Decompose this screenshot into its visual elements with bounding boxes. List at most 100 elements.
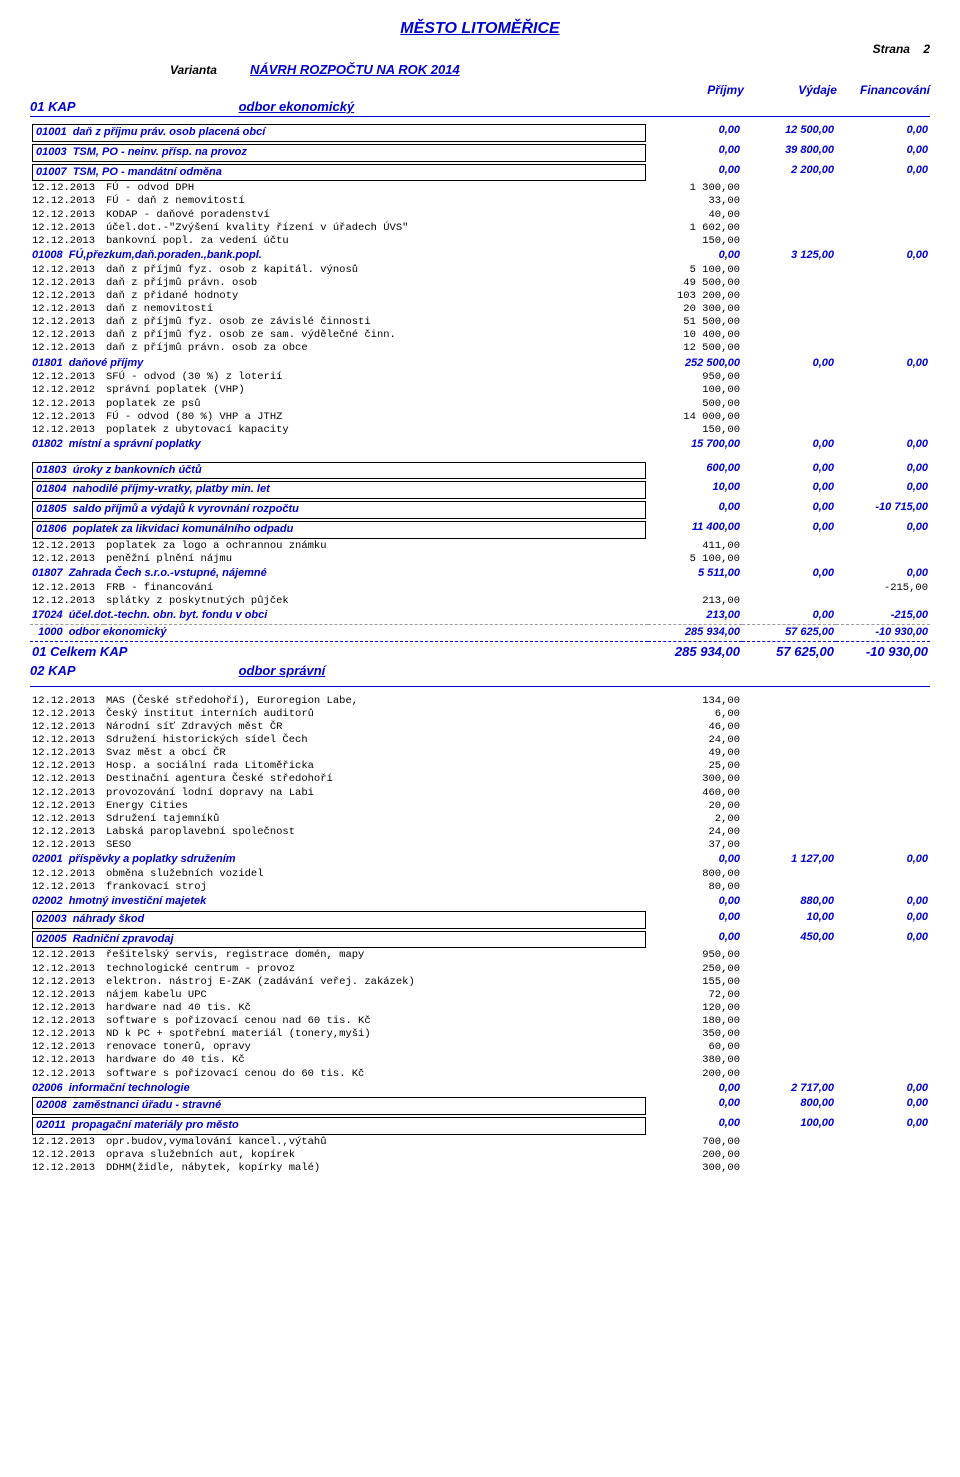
section-label: 01806 poplatek za likvidaci komunálního … <box>32 521 646 539</box>
section-v0: 0,00 <box>648 1116 742 1136</box>
row-v2 <box>836 881 930 894</box>
col-financovani: Financování <box>840 83 930 97</box>
section-v0: 213,00 <box>648 608 742 624</box>
row-v0: 155,00 <box>648 976 742 989</box>
data-row: 12.12.2013daň z příjmů fyz. osob ze sam.… <box>30 329 930 342</box>
row-v2 <box>836 303 930 316</box>
section-v1: 3 125,00 <box>742 248 836 264</box>
row-v1 <box>742 787 836 800</box>
section-v0: 252 500,00 <box>648 356 742 372</box>
row-desc: daň z nemovitostí <box>104 303 648 316</box>
row-v1 <box>742 813 836 826</box>
row-v0: 500,00 <box>648 398 742 411</box>
section-v1: 0,00 <box>742 566 836 582</box>
row-v1 <box>742 868 836 881</box>
row-v0: 380,00 <box>648 1054 742 1067</box>
section-v1: 880,00 <box>742 894 836 910</box>
row-v1 <box>742 1136 836 1149</box>
subtotal-label: 1000 odbor ekonomický <box>30 624 648 639</box>
row-desc: daň z příjmů fyz. osob ze sam. výdělečné… <box>104 329 648 342</box>
row-date: 12.12.2013 <box>30 553 104 566</box>
row-desc: opr.budov,vymalování kancel.,výtahů <box>104 1136 648 1149</box>
data-row: 12.12.2012správní poplatek (VHP)100,00 <box>30 384 930 397</box>
row-v0: 213,00 <box>648 595 742 608</box>
section-v0: 0,00 <box>648 163 742 183</box>
row-v0: 33,00 <box>648 195 742 208</box>
row-v1 <box>742 963 836 976</box>
row-desc: SFÚ - odvod (30 %) z loterií <box>104 371 648 384</box>
section-v2: 0,00 <box>836 910 930 930</box>
row-date: 12.12.2013 <box>30 963 104 976</box>
row-v1 <box>742 342 836 355</box>
strana-num: 2 <box>923 42 930 56</box>
data-row: 12.12.2013obměna služebních vozidel800,0… <box>30 868 930 881</box>
section-v2: 0,00 <box>836 356 930 372</box>
row-v1 <box>742 708 836 721</box>
row-date: 12.12.2013 <box>30 303 104 316</box>
row-v0: 350,00 <box>648 1028 742 1041</box>
row-v2 <box>836 747 930 760</box>
row-v0: 10 400,00 <box>648 329 742 342</box>
row-desc: FRB - financování <box>104 582 648 595</box>
row-date: 12.12.2013 <box>30 182 104 195</box>
row-v2 <box>836 734 930 747</box>
section-v1: 2 200,00 <box>742 163 836 183</box>
row-v2 <box>836 1002 930 1015</box>
section-row: 01805 saldo příjmů a výdajů k vyrovnání … <box>30 500 930 520</box>
row-date: 12.12.2013 <box>30 290 104 303</box>
row-date: 12.12.2013 <box>30 734 104 747</box>
row-v1 <box>742 424 836 437</box>
data-row: 12.12.2013daň z příjmů fyz. osob ze závi… <box>30 316 930 329</box>
strana-label: Strana <box>873 42 910 56</box>
row-desc: správní poplatek (VHP) <box>104 384 648 397</box>
row-v1 <box>742 826 836 839</box>
row-date: 12.12.2013 <box>30 989 104 1002</box>
row-date: 12.12.2013 <box>30 235 104 248</box>
subtotal-v0: 285 934,00 <box>648 624 742 639</box>
section-row: 01807 Zahrada Čech s.r.o.-vstupné, nájem… <box>30 566 930 582</box>
row-v2 <box>836 182 930 195</box>
row-desc: poplatek za logo a ochrannou známku <box>104 540 648 553</box>
row-v0: 700,00 <box>648 1136 742 1149</box>
section-v0: 0,00 <box>648 930 742 950</box>
row-v1 <box>742 760 836 773</box>
row-date: 12.12.2013 <box>30 800 104 813</box>
row-date: 12.12.2013 <box>30 721 104 734</box>
row-date: 12.12.2012 <box>30 384 104 397</box>
section-row: 02008 zaměstnanci úřadu - stravné0,00800… <box>30 1096 930 1116</box>
section-v0: 0,00 <box>648 123 742 143</box>
row-date: 12.12.2013 <box>30 540 104 553</box>
row-date: 12.12.2013 <box>30 582 104 595</box>
data-row: 12.12.2013Destinační agentura České stře… <box>30 773 930 786</box>
row-v1 <box>742 839 836 852</box>
subtotal-v2: -10 930,00 <box>836 624 930 639</box>
row-date: 12.12.2013 <box>30 342 104 355</box>
data-row: 12.12.2013poplatek za logo a ochrannou z… <box>30 540 930 553</box>
data-row: 12.12.2013daň z nemovitostí20 300,00 <box>30 303 930 316</box>
row-v1 <box>742 371 836 384</box>
row-desc: provozování lodní dopravy na Labi <box>104 787 648 800</box>
section-row: 01806 poplatek za likvidaci komunálního … <box>30 520 930 540</box>
section-v2: 0,00 <box>836 894 930 910</box>
section-v0: 0,00 <box>648 1081 742 1097</box>
row-desc: oprava služebních aut, kopírek <box>104 1149 648 1162</box>
section-row: 01008 FÚ,přezkum,daň.poraden.,bank.popl.… <box>30 248 930 264</box>
section-label: 01802 místní a správní poplatky <box>32 438 201 450</box>
data-row: 12.12.2013nájem kabelu UPC72,00 <box>30 989 930 1002</box>
row-v0: 51 500,00 <box>648 316 742 329</box>
row-v2 <box>836 800 930 813</box>
row-v2 <box>836 329 930 342</box>
section-v0: 0,00 <box>648 143 742 163</box>
section-v1: 0,00 <box>742 437 836 453</box>
section-label: 01807 Zahrada Čech s.r.o.-vstupné, nájem… <box>32 567 267 579</box>
section-label: 01008 FÚ,přezkum,daň.poraden.,bank.popl. <box>32 249 262 261</box>
row-v2 <box>836 222 930 235</box>
section-label: 01003 TSM, PO - neinv. přísp. na provoz <box>32 144 646 162</box>
data-row: 12.12.2013řešitelský servis, registrace … <box>30 949 930 962</box>
data-row: 12.12.2013poplatek ze psů500,00 <box>30 398 930 411</box>
row-v2 <box>836 868 930 881</box>
row-date: 12.12.2013 <box>30 1015 104 1028</box>
col-vydaje: Výdaje <box>747 83 837 97</box>
row-v2 <box>836 826 930 839</box>
row-desc: software s pořizovací cenou do 60 tis. K… <box>104 1068 648 1081</box>
